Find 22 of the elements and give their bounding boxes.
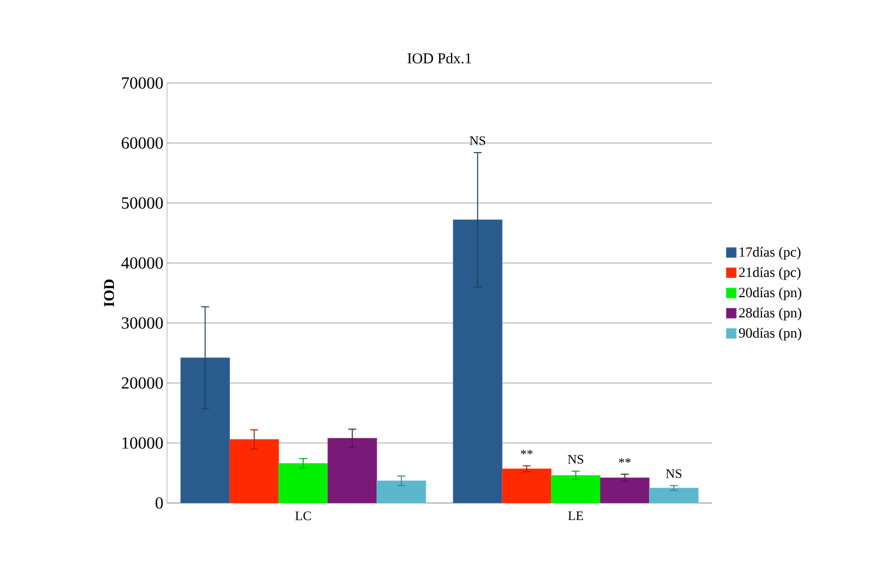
annotation: NS [666, 469, 682, 478]
legend-label: 90días (pn) [738, 328, 802, 341]
x-tick-label: LE [568, 512, 584, 520]
legend-label: 20días (pn) [739, 287, 802, 300]
y-tick-label: 10000 [122, 437, 163, 449]
y-tick-label: 20000 [122, 377, 163, 389]
y-axis-title: IOD [104, 280, 114, 307]
annotation: ** [618, 458, 631, 463]
x-tick-label: LC [295, 512, 311, 520]
y-tick-label: 30000 [122, 317, 163, 329]
annotation: NS [470, 136, 486, 146]
annotation: ** [520, 450, 533, 455]
legend-label: 21días (pc) [739, 267, 800, 280]
y-tick-label: 70000 [122, 77, 163, 89]
legend-label: 28días (pn) [739, 308, 802, 320]
legend-label: 17días (pc) [740, 246, 800, 260]
y-tick-label: 60000 [122, 137, 163, 149]
y-tick-label: 40000 [121, 257, 163, 269]
y-tick-label: 0 [156, 497, 163, 509]
chart-title: IOD Pdx.1 [408, 52, 472, 64]
annotation: NS [568, 454, 584, 464]
y-tick-label: 50000 [122, 197, 163, 209]
